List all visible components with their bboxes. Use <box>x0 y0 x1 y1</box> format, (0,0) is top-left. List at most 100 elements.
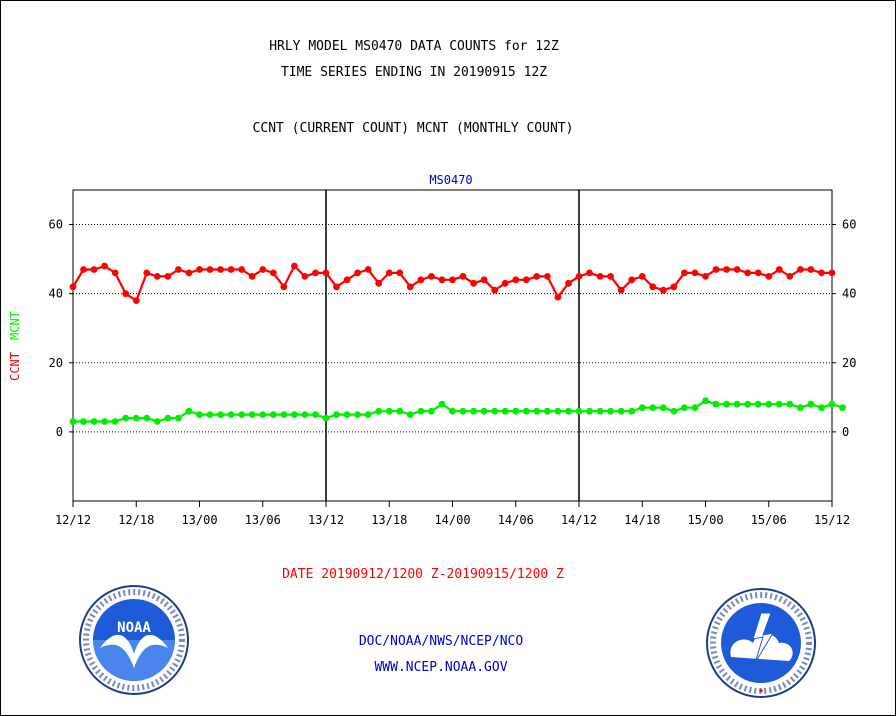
data-point-ccnt <box>554 293 562 301</box>
data-point-mcnt <box>227 411 235 418</box>
data-point-ccnt <box>164 273 172 280</box>
data-point-ccnt <box>153 273 161 280</box>
nws-star-icon: ★ <box>758 685 764 696</box>
xtick-label: 14/00 <box>434 513 470 527</box>
data-point-ccnt <box>291 262 298 270</box>
data-point-ccnt <box>512 276 520 284</box>
data-point-mcnt <box>565 407 572 415</box>
data-point-ccnt <box>733 266 741 273</box>
data-point-ccnt <box>333 283 340 291</box>
data-point-mcnt <box>364 411 372 418</box>
nws-logo: ★ <box>706 588 816 698</box>
data-point-ccnt <box>185 269 193 277</box>
data-point-ccnt <box>438 276 446 284</box>
data-point-mcnt <box>649 404 657 412</box>
data-point-ccnt <box>533 273 541 280</box>
data-point-mcnt <box>617 407 625 415</box>
data-point-ccnt <box>818 269 825 277</box>
data-point-mcnt <box>596 407 604 415</box>
data-point-ccnt <box>248 273 256 280</box>
xtick-label: 14/18 <box>624 513 660 527</box>
data-point-ccnt <box>491 286 499 294</box>
data-point-mcnt <box>744 400 752 408</box>
data-point-mcnt <box>638 404 646 412</box>
data-point-mcnt <box>322 414 330 422</box>
data-point-ccnt <box>196 266 203 273</box>
xtick-label: 15/06 <box>751 513 787 527</box>
data-point-ccnt <box>649 283 657 291</box>
svg-text:CCNTMCNT: CCNT MCNT <box>8 311 22 381</box>
data-point-ccnt <box>343 276 351 284</box>
data-point-ccnt <box>670 283 678 291</box>
data-point-mcnt <box>533 407 541 415</box>
data-point-mcnt <box>333 411 340 418</box>
axis-layer: 0 0 20 20 40 40 60 60 12/12 12/18 13/00 13/06 13/12 1… <box>49 218 857 527</box>
data-point-mcnt <box>733 400 741 408</box>
data-point-mcnt <box>301 411 309 418</box>
xtick-label: 14/12 <box>561 513 597 527</box>
data-point-ccnt <box>375 279 383 287</box>
url-link[interactable]: WWW.NCEP.NOAA.GOV <box>374 660 507 675</box>
data-point-ccnt <box>522 276 530 284</box>
data-point-mcnt <box>586 407 593 415</box>
ytick-left-label: 20 <box>49 356 63 370</box>
xtick-label: 15/00 <box>687 513 723 527</box>
data-point-ccnt <box>681 269 688 277</box>
data-point-mcnt <box>659 404 667 412</box>
data-point-ccnt <box>406 283 414 291</box>
data-point-mcnt <box>470 407 477 415</box>
data-point-ccnt <box>459 273 467 280</box>
xtick-label: 13/12 <box>308 513 344 527</box>
data-point-mcnt <box>101 418 108 425</box>
data-point-ccnt <box>101 262 108 270</box>
data-point-ccnt <box>217 266 225 273</box>
data-point-mcnt <box>153 418 161 425</box>
org-link[interactable]: DOC/NOAA/NWS/NCEP/NCO <box>359 634 524 649</box>
data-point-mcnt <box>459 407 467 415</box>
data-point-ccnt <box>312 269 319 277</box>
data-point-ccnt <box>385 269 393 277</box>
data-point-ccnt <box>122 290 130 298</box>
data-point-ccnt <box>586 269 593 277</box>
data-point-mcnt <box>248 411 256 418</box>
data-point-ccnt <box>617 286 625 294</box>
header-line-3: CCNT (CURRENT COUNT) MCNT (MONTHLY COUNT… <box>253 121 574 136</box>
data-point-mcnt <box>512 407 520 415</box>
data-point-mcnt <box>269 411 277 418</box>
data-point-mcnt <box>691 404 699 412</box>
data-point-ccnt <box>638 273 646 280</box>
header-line-1: HRLY MODEL MS0470 DATA COUNTS for 12Z <box>269 39 559 54</box>
data-point-mcnt <box>702 397 709 405</box>
data-point-mcnt <box>185 407 193 415</box>
data-point-ccnt <box>754 269 762 277</box>
data-point-mcnt <box>828 400 836 408</box>
ytick-right-label: 0 <box>842 425 849 439</box>
xtick-label: 13/18 <box>371 513 407 527</box>
data-point-ccnt <box>354 269 361 277</box>
data-point-ccnt <box>90 266 98 273</box>
data-point-mcnt <box>90 418 98 425</box>
data-point-mcnt <box>396 407 404 415</box>
header-line-2: TIME SERIES ENDING IN 20190915 12Z <box>281 65 547 80</box>
data-point-mcnt <box>723 400 730 408</box>
data-point-mcnt <box>628 407 636 415</box>
data-point-ccnt <box>628 276 636 284</box>
data-point-ccnt <box>501 279 509 287</box>
data-point-mcnt <box>291 411 298 418</box>
data-point-mcnt <box>375 407 383 415</box>
data-point-ccnt <box>428 273 435 280</box>
data-point-mcnt <box>839 404 846 412</box>
data-point-ccnt <box>607 273 614 280</box>
plot-area <box>72 189 833 502</box>
data-point-ccnt <box>227 266 235 273</box>
data-point-mcnt <box>196 411 203 418</box>
data-point-ccnt <box>786 273 794 280</box>
data-point-mcnt <box>175 414 182 422</box>
ytick-right-label: 40 <box>842 287 856 301</box>
ytick-left-label: 0 <box>56 425 63 439</box>
data-point-ccnt <box>702 273 709 280</box>
data-point-mcnt <box>554 407 562 415</box>
data-point-mcnt <box>132 414 140 422</box>
data-point-mcnt <box>428 407 435 415</box>
grid-layer <box>73 190 832 501</box>
